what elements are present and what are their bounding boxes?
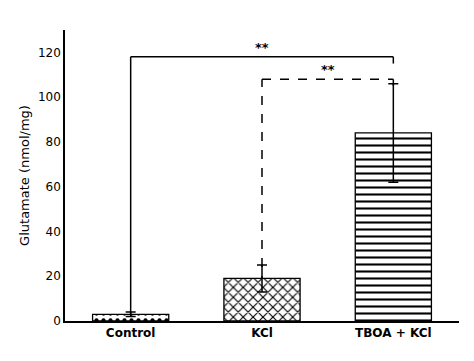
svg-text:Control: Control xyxy=(106,326,156,340)
svg-text:120: 120 xyxy=(38,46,61,60)
svg-text:80: 80 xyxy=(46,135,61,149)
svg-text:100: 100 xyxy=(38,90,61,104)
svg-text:**: ** xyxy=(321,62,335,77)
svg-text:20: 20 xyxy=(46,269,61,283)
svg-text:**: ** xyxy=(255,40,269,55)
svg-text:60: 60 xyxy=(46,180,61,194)
svg-text:40: 40 xyxy=(46,225,61,239)
svg-text:KCl: KCl xyxy=(251,326,273,340)
svg-text:0: 0 xyxy=(53,314,61,328)
svg-text:Glutamate (nmol/mg): Glutamate (nmol/mg) xyxy=(17,105,32,246)
svg-text:TBOA + KCl: TBOA + KCl xyxy=(355,326,432,340)
